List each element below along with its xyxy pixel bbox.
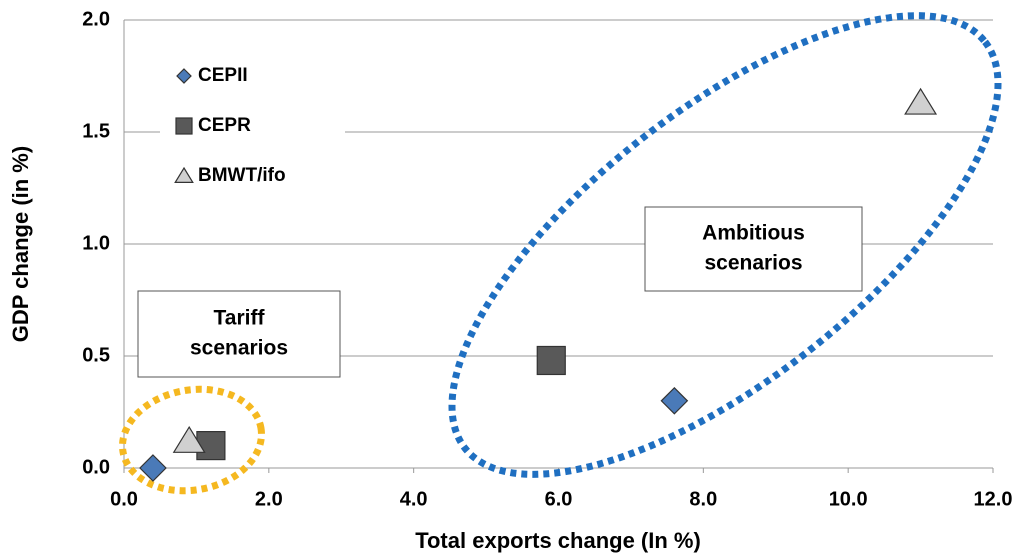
annotation-text: scenarios [190, 337, 288, 360]
x-axis-title: Total exports change (In %) [415, 528, 701, 553]
annotation-box [137, 290, 341, 378]
y-tick-label: 0.0 [82, 456, 110, 478]
annotation-text: scenarios [704, 252, 802, 275]
x-tick-label: 10.0 [829, 488, 868, 510]
diamond-marker [660, 386, 689, 415]
square-marker [175, 117, 193, 135]
tariff-ellipse [119, 385, 265, 495]
triangle-marker [172, 425, 206, 453]
y-tick-label: 1.5 [82, 120, 110, 142]
y-tick-label: 0.5 [82, 344, 110, 366]
square-marker [536, 345, 566, 376]
y-tick-label: 2.0 [82, 8, 110, 30]
diamond-marker [176, 68, 192, 84]
y-axis-title: GDP change (in %) [8, 146, 33, 342]
x-tick-label: 4.0 [400, 488, 428, 510]
annotation-box [644, 206, 863, 292]
annotation-text: Ambitious [702, 222, 805, 245]
legend-label: CEPR [198, 115, 251, 136]
legend-label: CEPII [198, 65, 248, 86]
square-marker [196, 431, 226, 461]
x-tick-label: 6.0 [545, 488, 573, 510]
legend-label: BMWT/ifo [198, 165, 286, 186]
triangle-marker [174, 166, 194, 183]
diamond-marker [139, 454, 167, 482]
ambitious-ellipse [448, 12, 1002, 478]
annotation-text: Tariff [214, 307, 266, 330]
triangle-marker [904, 87, 938, 115]
x-tick-label: 8.0 [689, 488, 717, 510]
x-tick-label: 0.0 [110, 488, 138, 510]
y-tick-label: 1.0 [82, 232, 110, 254]
x-tick-label: 12.0 [974, 488, 1013, 510]
x-tick-label: 2.0 [255, 488, 283, 510]
